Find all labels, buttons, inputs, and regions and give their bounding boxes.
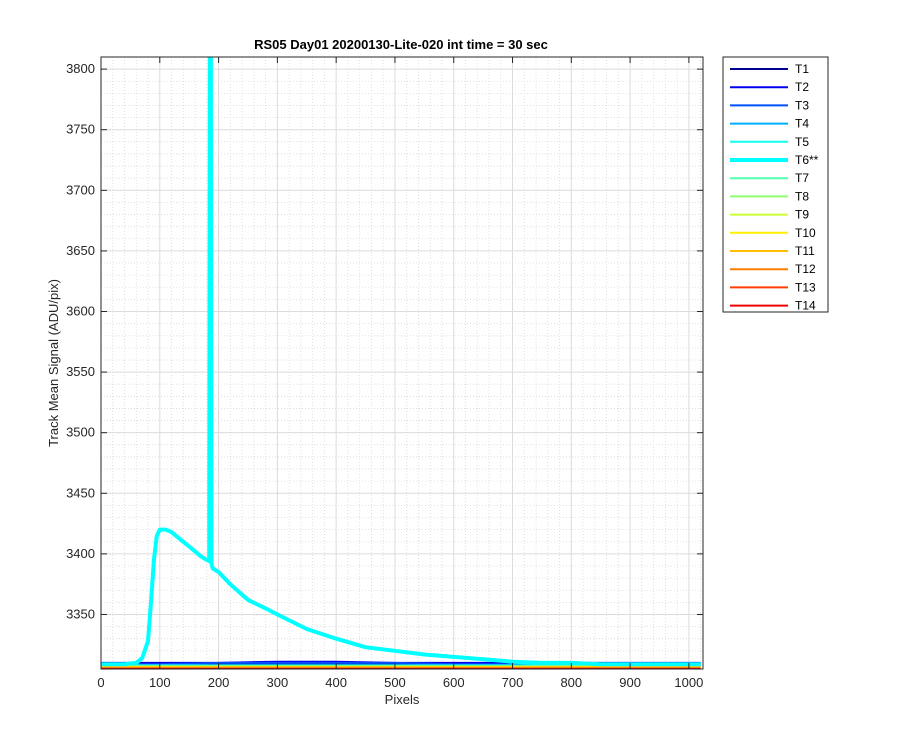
y-tick-label: 3650	[66, 243, 95, 258]
plot-frame	[100, 56, 704, 670]
legend-label: T2	[795, 80, 809, 94]
axis-ticks: 0 100 200 300 400 500 600 700 800 900 1000 3350 3400…	[66, 57, 703, 690]
x-tick-label: 200	[208, 675, 230, 690]
x-tick-label: 800	[560, 675, 582, 690]
x-axis-label: Pixels	[385, 692, 420, 707]
minor-grid	[101, 56, 703, 669]
plot-area	[101, 57, 703, 669]
legend-label: T1	[795, 62, 809, 76]
legend-label: T9	[795, 208, 809, 222]
y-tick-label: 3600	[66, 303, 95, 318]
y-tick-label: 3450	[66, 485, 95, 500]
legend-label: T14	[795, 299, 816, 313]
chart-title: RS05 Day01 20200130-Lite-020 int time = …	[254, 37, 548, 52]
y-tick-label: 3550	[66, 364, 95, 379]
legend-label: T3	[795, 98, 809, 112]
x-tick-label: 500	[384, 675, 406, 690]
y-tick-label: 3400	[66, 546, 95, 561]
series-line-t6	[101, 57, 701, 667]
legend-label: T5	[795, 135, 809, 149]
y-tick-label: 3350	[66, 606, 95, 621]
legend-label: T6**	[795, 153, 819, 167]
x-tick-label: 400	[325, 675, 347, 690]
x-tick-label: 600	[443, 675, 465, 690]
major-grid	[100, 57, 703, 669]
legend-label: T12	[795, 262, 816, 276]
y-tick-label: 3700	[66, 182, 95, 197]
legend-label: T11	[795, 244, 815, 258]
y-tick-label: 3800	[66, 61, 95, 76]
x-tick-label: 900	[619, 675, 641, 690]
x-tick-label: 700	[502, 675, 524, 690]
legend-label: T10	[795, 226, 816, 240]
legend-label: T13	[795, 280, 816, 294]
legend-label: T8	[795, 189, 809, 203]
y-axis-label: Track Mean Signal (ADU/pix)	[46, 279, 61, 447]
x-tick-label: 300	[267, 675, 289, 690]
legend-label: T7	[795, 171, 809, 185]
legend: T1 T2 T3 T4 T5 T6** T7 T8 T9 T10 T11 T12 T13 T14	[722, 56, 829, 313]
legend-label: T4	[795, 117, 809, 131]
x-tick-label: 0	[97, 675, 104, 690]
x-tick-label: 1000	[674, 675, 703, 690]
y-tick-label: 3750	[66, 122, 95, 137]
y-tick-label: 3500	[66, 425, 95, 440]
x-tick-label: 100	[149, 675, 171, 690]
